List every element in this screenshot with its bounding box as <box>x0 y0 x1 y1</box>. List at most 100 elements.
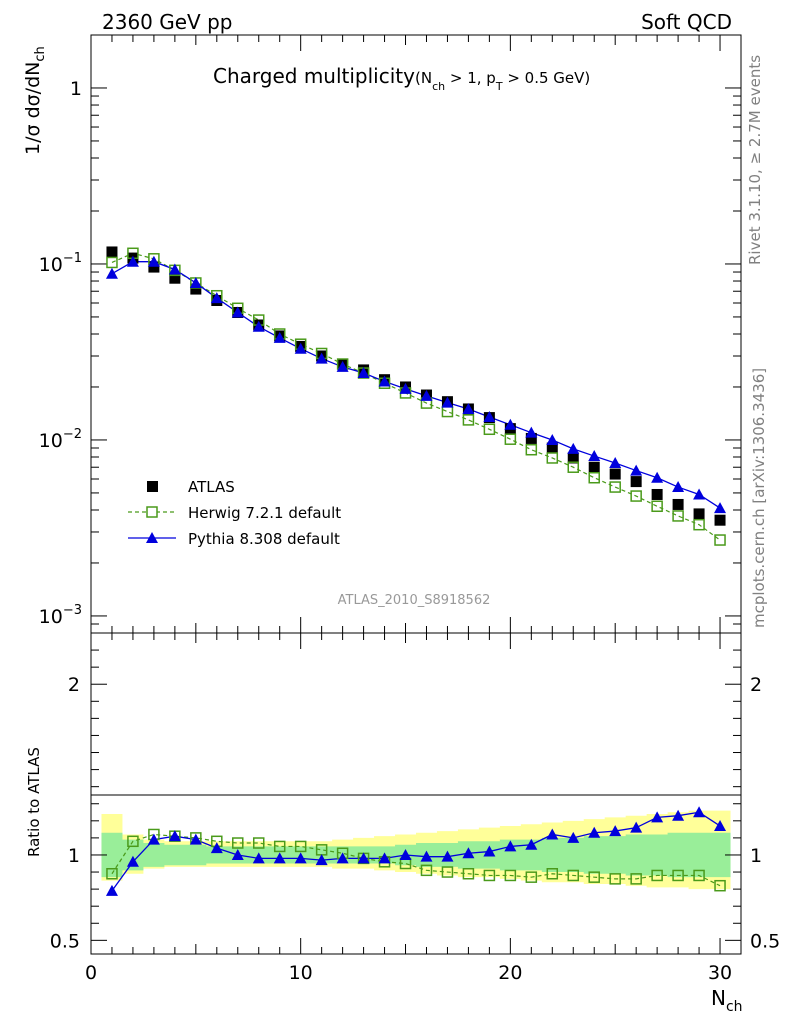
ratio-pythia-point <box>399 848 412 860</box>
header-left: 2360 GeV pp <box>102 10 233 34</box>
ratio-pythia-point <box>714 819 727 831</box>
herwig-point <box>693 518 705 531</box>
atlas-point <box>106 246 118 258</box>
x-tick-label: 10 <box>289 962 313 984</box>
pythia-point <box>357 367 370 379</box>
main-title-sub-t: T <box>495 80 503 93</box>
x-tick-label: 0 <box>85 962 97 984</box>
ratio-band-inner <box>101 832 731 878</box>
ratio-pythia-point <box>357 852 370 864</box>
pythia-point <box>315 352 328 364</box>
main-y-tick-base: 1 <box>70 78 82 100</box>
main-panel: 110−110−210−3 Charged multiplicity(Nch >… <box>22 34 742 634</box>
pythia-point <box>210 292 223 304</box>
ratio-pythia-point <box>693 806 706 818</box>
main-ticks <box>90 34 742 634</box>
ratio-pythia-point <box>672 809 685 821</box>
herwig-point <box>651 500 663 513</box>
legend-label-herwig: Herwig 7.2.1 default <box>188 504 341 522</box>
ratio-tick-labels: 2 21 10.5 0.50 10 20 30 <box>50 674 780 984</box>
ratio-y-tick-label-right: 2 <box>750 674 762 696</box>
main-y-tick-base: 10 <box>39 254 63 276</box>
ratio-y-tick-label: 2 <box>68 674 80 696</box>
ratio-pythia-point <box>147 833 160 845</box>
ratio-herwig-point <box>441 866 454 878</box>
herwig-point <box>567 461 580 473</box>
ratio-herwig-point <box>630 873 642 885</box>
pythia-point <box>672 481 685 493</box>
pythia-point <box>105 267 118 279</box>
pythia-point <box>441 396 454 408</box>
ratio-herwig-point <box>546 868 559 880</box>
rivet-label: Rivet 3.1.10, ≥ 2.7M events <box>746 55 764 265</box>
herwig-point <box>546 452 559 464</box>
ratio-pythia-point <box>609 825 622 837</box>
watermark: ATLAS_2010_S8918562 <box>338 593 491 608</box>
main-title-suffix-c: > 0.5 GeV) <box>503 69 591 87</box>
atlas-point <box>190 283 202 295</box>
herwig-point <box>588 471 600 484</box>
ratio-pythia-point <box>588 826 601 838</box>
ratio-pythia-point <box>315 854 328 866</box>
ratio-herwig-point <box>693 869 705 882</box>
main-title-text: Charged multiplicity <box>213 64 415 88</box>
ratio-pythia-point <box>525 838 538 850</box>
atlas-point <box>651 488 663 500</box>
herwig-line <box>111 252 721 541</box>
pythia-point <box>189 276 202 288</box>
ratio-herwig-point <box>714 879 726 892</box>
legend: ATLAS Herwig 7.2.1 default Pythia 8.308 … <box>128 478 341 548</box>
pythia-point <box>294 342 307 354</box>
pythia-line <box>111 261 721 509</box>
ratio-pythia-point <box>252 852 265 864</box>
ratio-herwig-line <box>111 833 721 887</box>
ratio-pythia-point <box>630 821 643 833</box>
ratio-panel: 2 21 10.5 0.50 10 20 30 Ratio to ATLAS Nch <box>25 632 780 1015</box>
herwig-point <box>504 433 517 445</box>
pythia-point <box>168 263 181 275</box>
main-series <box>105 246 727 546</box>
pythia-point <box>567 442 580 454</box>
main-y-tick-base: 10 <box>39 430 63 452</box>
pythia-point <box>525 426 538 438</box>
main-y-tick-labels: 110−110−210−3 <box>39 78 82 628</box>
x-axis-label: Nch <box>711 986 743 1015</box>
ratio-herwig-point <box>106 868 118 880</box>
main-title-sub-ch: ch <box>432 80 445 93</box>
ratio-ticks <box>90 633 742 954</box>
ratio-pythia-point <box>504 840 517 852</box>
herwig-point <box>106 256 118 269</box>
ratio-pythia-point <box>273 852 286 864</box>
pythia-point <box>651 471 664 483</box>
ratio-herwig-point <box>567 869 580 882</box>
ratio-herwig-point <box>651 869 663 882</box>
legend-label-atlas: ATLAS <box>188 478 235 496</box>
pythia-point <box>399 382 412 394</box>
ratio-herwig-point <box>420 864 433 877</box>
legend-marker-atlas <box>147 481 158 492</box>
ratio-pythia-point <box>210 842 223 854</box>
ratio-pythia-point <box>378 852 391 864</box>
herwig-point <box>609 481 621 493</box>
ratio-panel-frame <box>90 632 742 955</box>
main-y-axis-label-main: 1/σ dσ/dN <box>22 62 44 155</box>
main-title: Charged multiplicity(Nch > 1, pT > 0.5 G… <box>213 64 590 93</box>
pythia-point <box>336 360 349 372</box>
pythia-point <box>714 502 727 514</box>
ratio-herwig-point <box>525 871 538 883</box>
ratio-herwig-point <box>273 840 286 853</box>
ratio-pythia-point <box>441 850 454 862</box>
ratio-y-axis-label: Ratio to ATLAS <box>25 747 43 857</box>
ratio-herwig-point <box>672 869 684 882</box>
main-title-suffix-b: > 1, p <box>445 69 496 87</box>
main-y-tick-exp: −3 <box>63 603 82 618</box>
pythia-point <box>147 255 160 267</box>
ratio-y-tick-label-right: 1 <box>750 845 762 867</box>
legend-marker-pythia <box>146 532 158 543</box>
main-y-tick-label: 10−1 <box>39 251 82 276</box>
pythia-point <box>273 331 286 343</box>
atlas-point <box>672 498 684 510</box>
header-right: Soft QCD <box>641 10 732 34</box>
ratio-y-tick-label: 1 <box>68 845 80 867</box>
ratio-herwig-point <box>127 835 139 848</box>
